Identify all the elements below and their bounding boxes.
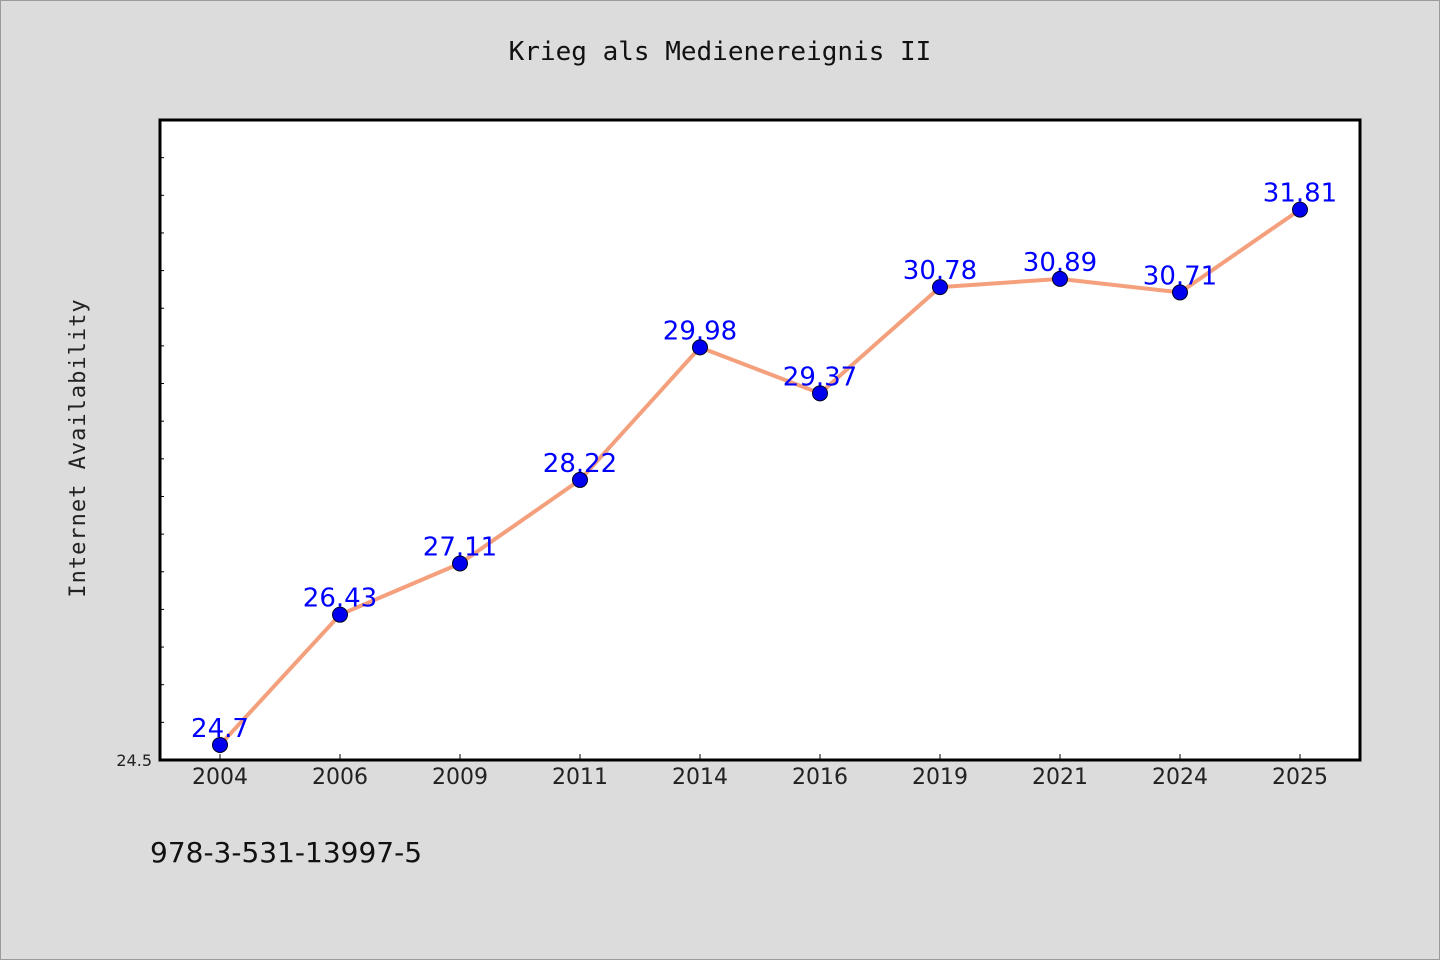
y-tick-label: 24.5 bbox=[116, 751, 152, 770]
plot-area bbox=[158, 118, 1362, 762]
x-tick-label: 2024 bbox=[1152, 765, 1208, 790]
x-tick-label: 2006 bbox=[312, 765, 368, 790]
data-point bbox=[452, 555, 468, 572]
data-label: 31.81 bbox=[1263, 179, 1337, 209]
x-tick-label: 2019 bbox=[912, 765, 968, 790]
data-label: 29.37 bbox=[783, 362, 857, 392]
x-tick-label: 2009 bbox=[432, 765, 488, 790]
x-axis-ticks: 2004 2006 2009 2011 2014 2016 2019 2021 2024 2025 bbox=[192, 754, 1328, 790]
data-label: 30.89 bbox=[1023, 248, 1097, 278]
y-axis-label: Internet Availability bbox=[66, 298, 91, 597]
y-axis-tick-labels: 24.5 bbox=[116, 751, 152, 770]
data-label: 30.71 bbox=[1143, 261, 1217, 291]
data-point bbox=[1172, 284, 1188, 301]
data-point bbox=[332, 606, 348, 623]
data-label: 26.43 bbox=[303, 584, 377, 614]
series-line bbox=[218, 207, 1302, 747]
y-axis-ticks bbox=[160, 119, 164, 761]
chart-title: Krieg als Medienereignis II bbox=[509, 37, 932, 67]
x-tick-label: 2025 bbox=[1272, 765, 1328, 790]
x-tick-label: 2016 bbox=[792, 765, 848, 790]
data-point bbox=[1052, 270, 1068, 287]
data-point bbox=[1292, 201, 1308, 218]
x-tick-label: 2011 bbox=[552, 765, 608, 790]
x-tick-label: 2021 bbox=[1032, 765, 1088, 790]
data-label: 28.22 bbox=[543, 449, 617, 479]
data-label: 29.98 bbox=[663, 316, 737, 346]
data-point bbox=[572, 471, 588, 488]
data-point bbox=[692, 339, 708, 356]
isbn-footer: 978-3-531-13997-5 bbox=[150, 836, 422, 869]
data-point bbox=[932, 279, 948, 296]
series bbox=[212, 201, 1308, 753]
data-label: 24.7 bbox=[191, 714, 249, 744]
data-point bbox=[812, 385, 828, 402]
data-label: 30.78 bbox=[903, 256, 977, 286]
x-tick-label: 2014 bbox=[672, 765, 728, 790]
x-tick-label: 2004 bbox=[192, 765, 248, 790]
data-labels: 24.7 26.43 27.11 28.22 29.98 29.37 30.78 30.89 3… bbox=[191, 179, 1337, 744]
data-point bbox=[212, 736, 228, 753]
data-label: 27.11 bbox=[423, 532, 497, 562]
